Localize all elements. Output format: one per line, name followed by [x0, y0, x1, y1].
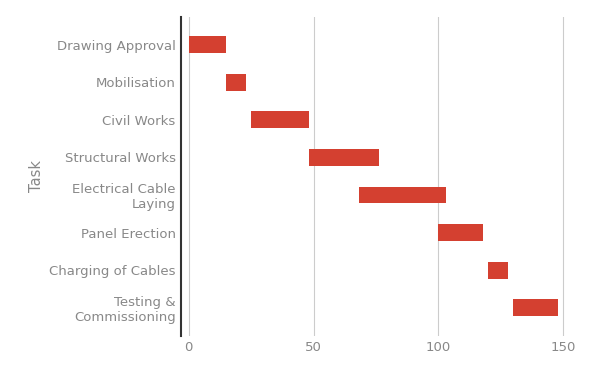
Bar [189, 36, 226, 53]
Bar [308, 149, 379, 166]
Bar [439, 224, 484, 241]
Bar [251, 111, 308, 128]
Bar [488, 262, 508, 279]
Bar [226, 74, 246, 91]
Bar [514, 299, 559, 316]
Y-axis label: Task: Task [29, 160, 44, 192]
Bar [359, 187, 446, 203]
